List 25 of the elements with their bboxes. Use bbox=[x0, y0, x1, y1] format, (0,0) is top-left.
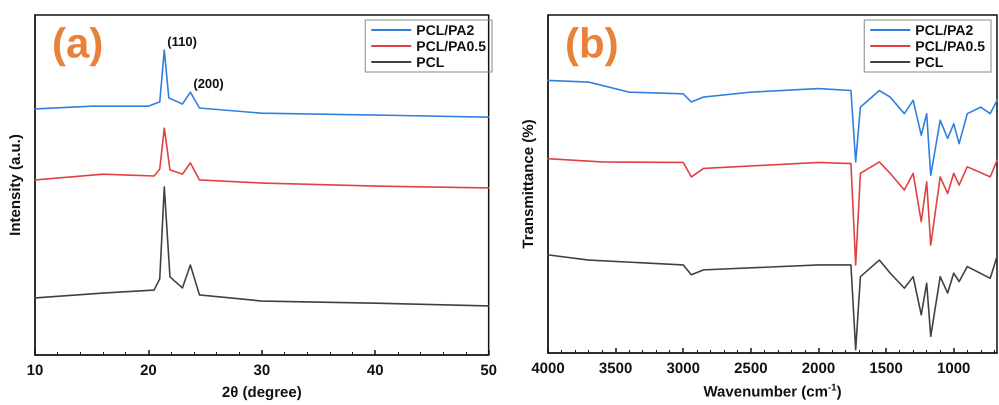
x-tick-label: 4000 bbox=[531, 360, 565, 377]
legend-label: PCL/PA0.5 bbox=[915, 38, 986, 54]
x-tick-label: 2500 bbox=[734, 360, 768, 377]
chart-title: (a) bbox=[52, 20, 104, 66]
chart-title: (b) bbox=[565, 20, 619, 66]
y-axis-title: Transmittance (%) bbox=[520, 119, 537, 249]
x-tick-label: 1000 bbox=[937, 360, 970, 377]
legend-label: PCL bbox=[915, 54, 944, 70]
x-axis-title: 2θ (degree) bbox=[222, 384, 302, 401]
x-tick-label: 10 bbox=[26, 362, 44, 379]
x-tick-label: 1500 bbox=[869, 360, 903, 377]
annotation: (110) bbox=[167, 34, 197, 50]
legend-label: PCL/PA0.5 bbox=[416, 38, 486, 54]
x-tick-label: 3000 bbox=[666, 360, 700, 377]
x-tick-label: 3500 bbox=[598, 360, 632, 377]
legend-label: PCL bbox=[416, 54, 445, 70]
y-axis-title: Intensity (a.u.) bbox=[7, 134, 24, 236]
annotation: (200) bbox=[193, 76, 224, 92]
legend-label: PCL/PA2 bbox=[915, 22, 974, 38]
x-tick-label: 40 bbox=[366, 362, 384, 379]
x-tick-label: 50 bbox=[480, 362, 497, 379]
x-tick-label: 20 bbox=[140, 362, 157, 379]
legend-label: PCL/PA2 bbox=[416, 22, 475, 38]
x-tick-label: 30 bbox=[253, 362, 270, 379]
x-tick-label: 2000 bbox=[802, 360, 836, 377]
